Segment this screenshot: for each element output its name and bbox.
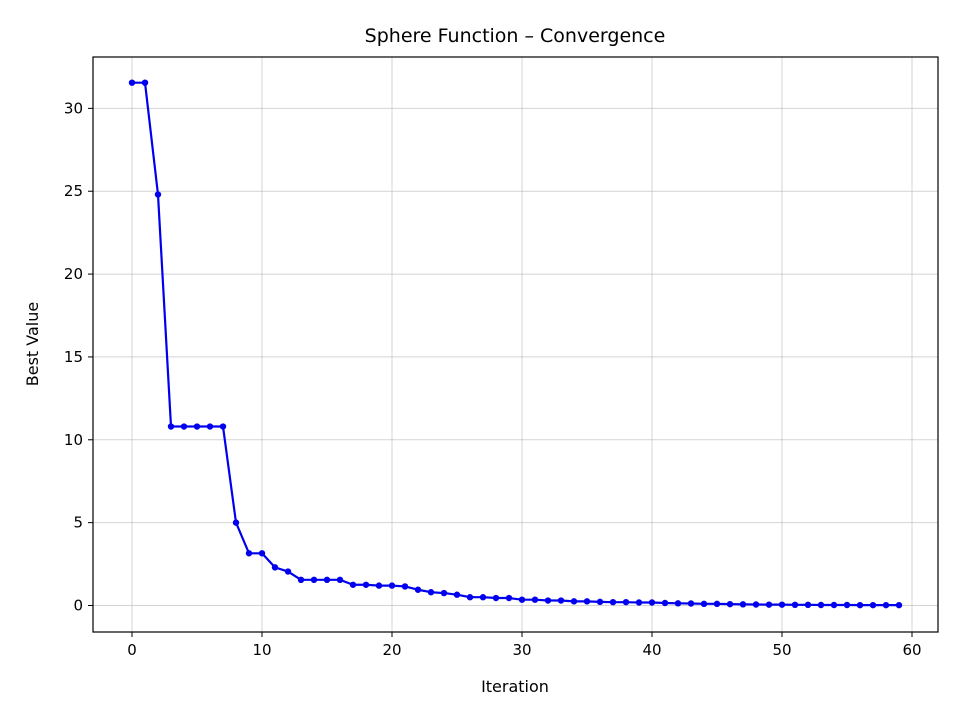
data-point	[154, 191, 162, 198]
y-axis-label: Best Value	[23, 302, 42, 386]
x-tick-label: 30	[512, 641, 531, 659]
data-point	[635, 599, 643, 606]
x-tick-label: 20	[382, 641, 401, 659]
data-point	[310, 576, 318, 584]
data-point	[765, 601, 773, 608]
y-tick-label: 0	[73, 596, 83, 614]
data-point	[713, 600, 721, 608]
data-point	[180, 423, 188, 430]
data-point	[453, 591, 461, 598]
data-point	[804, 601, 812, 609]
data-point	[336, 576, 344, 584]
data-point	[245, 550, 253, 557]
data-point	[440, 589, 448, 597]
data-point	[375, 582, 383, 589]
data-point	[895, 601, 903, 609]
data-point	[388, 582, 396, 589]
data-point	[830, 601, 838, 609]
data-point	[791, 601, 799, 609]
plot-frame	[92, 56, 939, 633]
y-tick-label: 25	[64, 182, 83, 200]
data-point	[193, 423, 201, 430]
data-point	[648, 599, 656, 606]
data-point	[141, 79, 149, 86]
data-point	[518, 596, 526, 603]
data-point	[622, 598, 630, 606]
data-point	[297, 576, 305, 584]
data-point	[427, 589, 435, 596]
data-point	[414, 586, 422, 593]
axis-ticks: 0 10 20 30 40 50 60 0 5 10 15 20 25 30	[64, 99, 922, 659]
y-tick-label: 20	[64, 265, 83, 283]
data-point	[219, 423, 227, 430]
data-point	[739, 601, 747, 608]
data-point	[544, 597, 552, 604]
data-point	[570, 598, 578, 605]
x-tick-label: 10	[252, 641, 271, 659]
data-point	[778, 601, 786, 608]
data-point	[349, 581, 357, 588]
data-point	[609, 598, 617, 606]
x-tick-label: 40	[642, 641, 661, 659]
data-point	[479, 594, 487, 601]
data-point	[661, 599, 669, 607]
data-point	[271, 564, 279, 571]
data-point	[674, 600, 682, 607]
y-tick-label: 15	[64, 348, 83, 366]
data-point	[687, 600, 695, 607]
data-point	[232, 519, 240, 526]
x-tick-label: 0	[127, 641, 137, 659]
data-point	[843, 601, 851, 609]
data-point	[583, 598, 591, 605]
data-point	[401, 583, 409, 590]
data-point	[128, 79, 136, 86]
data-point	[869, 601, 877, 609]
data-point	[466, 594, 474, 601]
data-point	[531, 596, 539, 603]
data-point	[752, 601, 760, 608]
data-point	[882, 601, 890, 609]
data-point	[596, 598, 604, 606]
data-point	[362, 581, 370, 588]
data-point	[206, 423, 214, 430]
data-point	[505, 594, 513, 602]
y-tick-label: 30	[64, 99, 83, 117]
x-tick-label: 60	[902, 641, 921, 659]
data-point	[492, 594, 500, 602]
data-point	[323, 576, 331, 584]
data-point	[258, 550, 266, 557]
chart-title: Sphere Function – Convergence	[365, 25, 666, 47]
data-point	[284, 568, 292, 575]
x-tick-label: 50	[772, 641, 791, 659]
data-point	[856, 601, 864, 609]
x-axis-label: Iteration	[481, 677, 549, 696]
series-layer	[128, 79, 903, 609]
data-point	[817, 601, 825, 609]
y-tick-label: 5	[73, 514, 83, 532]
data-point	[167, 423, 175, 430]
data-point	[726, 600, 734, 608]
data-point	[557, 597, 565, 604]
data-point	[700, 600, 708, 608]
y-tick-label: 10	[64, 431, 83, 449]
